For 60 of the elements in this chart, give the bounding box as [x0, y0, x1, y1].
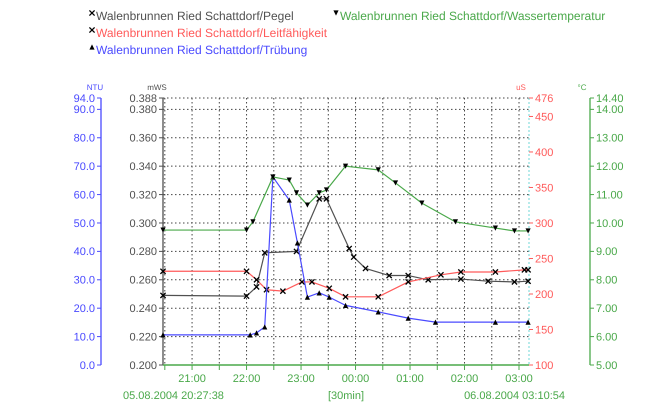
y-tick-label: 10.00 — [596, 218, 624, 230]
y2-tick-label: 300 — [535, 218, 554, 230]
y-tick-label: 13.00 — [596, 132, 624, 145]
text: 05.08.2004 20:27:38 — [123, 390, 224, 402]
y3-tick-label: 10.0 — [74, 331, 95, 344]
x-tick-label: 03:00 — [505, 373, 533, 385]
y2-tick-label: 450 — [535, 111, 554, 124]
text: 06.08.2004 03:10:54 — [464, 390, 565, 402]
y-tick-label: 0.300 — [129, 218, 157, 230]
y3-tick-label: 90.0 — [74, 104, 95, 116]
y2-tick-label: 250 — [535, 253, 554, 266]
legend-label: Walenbrunnen Ried Schattdorf/Trübung — [96, 43, 308, 57]
y-tick-label: 6.00 — [596, 331, 618, 344]
y-tick-label: 0.340 — [129, 161, 157, 174]
y2-tick-label: 100 — [535, 360, 554, 372]
y3-tick-label: 0.0 — [80, 360, 95, 372]
y-tick-label: 0.240 — [129, 303, 157, 316]
y3-tick-label: 94.0 — [74, 92, 95, 105]
y-tick-label: 0.280 — [129, 246, 157, 258]
y-tick-label: 0.220 — [129, 331, 157, 344]
y3-tick-label: 30.0 — [74, 274, 95, 287]
y-axis-title: °C — [578, 83, 587, 92]
x-tick-label: 02:00 — [450, 373, 478, 385]
x-tick-label: 21:00 — [178, 373, 206, 385]
y3-tick-label: 60.0 — [74, 189, 95, 202]
x-tick-label: 01:00 — [396, 373, 424, 385]
x-tick-label: 23:00 — [287, 373, 315, 385]
y2-tick-label: 400 — [535, 146, 554, 159]
legend-label: Walenbrunnen Ried Schattdorf/Leitfähigkeit — [96, 26, 328, 40]
y-tick-label: 12.00 — [596, 161, 624, 174]
y-tick-label: 0.260 — [129, 274, 157, 287]
y3-tick-label: 70.0 — [74, 161, 95, 174]
y2-tick-label: 150 — [535, 324, 554, 336]
y3-tick-label: 80.0 — [74, 132, 95, 145]
y-tick-label: 7.00 — [596, 303, 618, 316]
y3-tick-label: 50.0 — [74, 218, 95, 230]
y-tick-label: 0.360 — [129, 132, 157, 145]
y-tick-label: 0.200 — [129, 360, 157, 372]
y2-tick-label: 476 — [535, 92, 554, 105]
y2-tick-label: 200 — [535, 288, 554, 301]
y-tick-label: 0.380 — [129, 104, 157, 116]
y-tick-label: 9.00 — [596, 246, 618, 258]
y-tick-label: 8.00 — [596, 274, 618, 287]
y-tick-label: 0.320 — [129, 189, 157, 202]
x-tick-label: 22:00 — [232, 373, 260, 385]
x-tick-label: 00:00 — [342, 373, 370, 385]
y2-tick-label: 350 — [535, 182, 554, 194]
y3-axis-title: NTU — [86, 83, 104, 92]
x-axis-title: [30min] — [328, 390, 364, 402]
y-axis-title: mWS — [147, 83, 167, 92]
y-tick-label: 5.00 — [596, 360, 618, 372]
y3-tick-label: 40.0 — [74, 246, 95, 258]
y-tick-label: 14.40 — [596, 92, 624, 105]
y2-axis-title: uS — [516, 83, 526, 92]
y-tick-label: 0.388 — [129, 92, 157, 105]
legend-label: Walenbrunnen Ried Schattdorf/Wassertemperatur — [340, 9, 606, 23]
y3-tick-label: 20.0 — [74, 303, 95, 316]
legend-label: Walenbrunnen Ried Schattdorf/Pegel — [96, 9, 294, 23]
y-tick-label: 11.00 — [596, 189, 623, 202]
y-tick-label: 14.00 — [596, 104, 624, 116]
